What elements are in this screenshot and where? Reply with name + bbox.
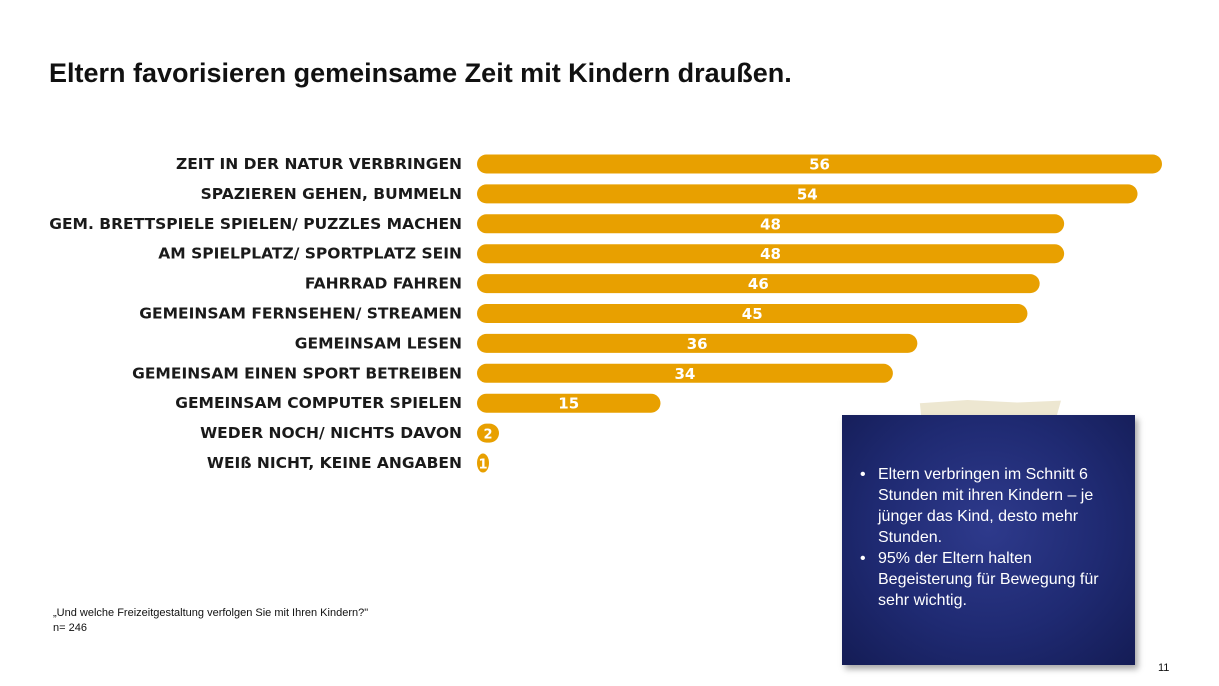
bar-value-label: 1 bbox=[478, 458, 487, 473]
note-bullet-item: • Eltern verbringen im Schnitt 6 Stunden… bbox=[857, 464, 1125, 548]
bullet-icon: • bbox=[860, 466, 866, 483]
bar bbox=[477, 244, 1065, 264]
category-label: GEMEINSAM FERNSEHEN/ STREAMEN bbox=[139, 305, 462, 323]
bar bbox=[477, 304, 1028, 323]
category-label: GEMEINSAM LESEN bbox=[295, 334, 462, 352]
category-label: GEMEINSAM COMPUTER SPIELEN bbox=[175, 394, 462, 412]
category-label: AM SPIELPLATZ/ SPORTPLATZ SEIN bbox=[158, 245, 462, 263]
category-label: FAHRRAD FAHREN bbox=[305, 275, 462, 293]
page-number: 11 bbox=[1158, 662, 1170, 674]
footnote: „Und welche Freizeitgestaltung verfolgen… bbox=[53, 606, 368, 636]
bar bbox=[477, 363, 893, 383]
bar bbox=[477, 393, 661, 413]
category-label: WEIß NICHT, KEINE ANGABEN bbox=[207, 454, 462, 472]
bar bbox=[477, 453, 489, 473]
bar bbox=[477, 214, 1065, 234]
info-note-box bbox=[842, 415, 1135, 665]
category-label: ZEIT IN DER NATUR VERBRINGEN bbox=[176, 155, 462, 173]
bar-value-label: 36 bbox=[687, 335, 708, 353]
bar bbox=[477, 423, 499, 443]
bar bbox=[477, 184, 1138, 204]
bar-value-label: 46 bbox=[748, 275, 769, 293]
info-note-list: • Eltern verbringen im Schnitt 6 Stunden… bbox=[857, 464, 1125, 611]
bar bbox=[477, 274, 1040, 294]
bar-value-label: 34 bbox=[675, 365, 696, 383]
note-bullet-text: Eltern verbringen im Schnitt 6 Stunden m… bbox=[878, 466, 1094, 546]
bar-value-label: 54 bbox=[797, 185, 818, 203]
footnote-sample-size: n= 246 bbox=[53, 622, 87, 634]
category-label: GEM. BRETTSPIELE SPIELEN/ PUZZLES MACHEN bbox=[49, 215, 462, 233]
bar bbox=[477, 154, 1162, 174]
bullet-icon: • bbox=[860, 550, 866, 567]
bar-value-label: 45 bbox=[742, 305, 763, 323]
bar bbox=[477, 333, 918, 353]
bar-value-label: 2 bbox=[483, 428, 492, 443]
bar-value-label: 56 bbox=[809, 156, 830, 174]
category-label: GEMEINSAM EINEN SPORT BETREIBEN bbox=[132, 364, 462, 382]
slide-title: Eltern favorisieren gemeinsame Zeit mit … bbox=[49, 58, 792, 88]
category-label: WEDER NOCH/ NICHTS DAVON bbox=[200, 424, 462, 442]
category-label: SPAZIEREN GEHEN, BUMMELN bbox=[201, 185, 462, 203]
footnote-question: „Und welche Freizeitgestaltung verfolgen… bbox=[53, 607, 369, 619]
note-bullet-text: 95% der Eltern halten Begeisterung für B… bbox=[878, 550, 1099, 609]
note-bullet-item: • 95% der Eltern halten Begeisterung für… bbox=[857, 548, 1125, 611]
bar-value-label: 48 bbox=[760, 215, 781, 233]
bar-value-label: 15 bbox=[558, 395, 579, 413]
bar-value-label: 48 bbox=[760, 245, 781, 263]
